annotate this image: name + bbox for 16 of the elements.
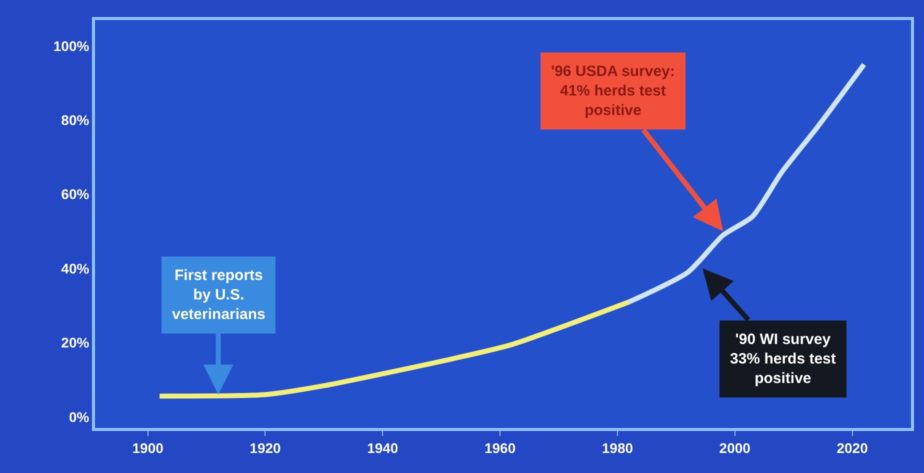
annotation: '90 WI survey 33% herds test positive	[730, 331, 836, 387]
annotation: '96 USDA survey: 41% herds test positive	[551, 63, 675, 119]
annotation: First reports by U.S. veterinarians	[172, 267, 266, 323]
y-tick-label: 60%	[61, 186, 90, 202]
x-tick-label: 1960	[484, 440, 516, 456]
y-tick-label: 0%	[68, 408, 90, 425]
x-tick-label: 2020	[836, 440, 868, 456]
x-tick-label: 1920	[250, 440, 282, 456]
y-tick-label: 80%	[61, 112, 90, 128]
x-tick-label: 1940	[367, 440, 398, 456]
x-tick-label: 2000	[719, 440, 751, 456]
y-tick-label: 40%	[61, 260, 90, 276]
y-tick-label: 20%	[61, 334, 90, 351]
y-tick-label: 100%	[53, 38, 90, 54]
x-tick-label: 1900	[132, 440, 164, 456]
x-tick-label: 1980	[602, 440, 634, 456]
